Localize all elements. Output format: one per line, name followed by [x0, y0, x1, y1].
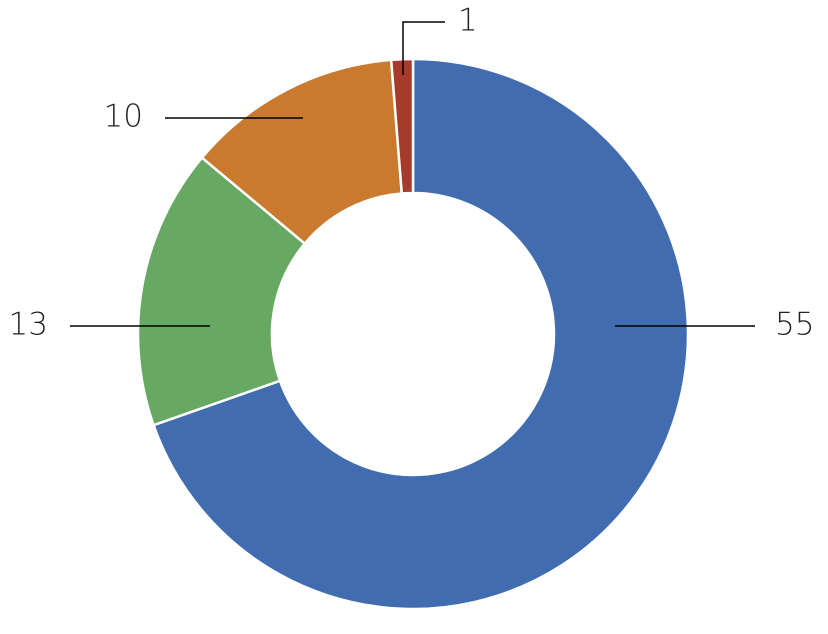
data-label: 10 [104, 99, 143, 135]
donut-slice [389, 57, 415, 195]
data-label: 55 [775, 307, 814, 343]
donut-slice [136, 155, 307, 427]
data-label: 1 [458, 3, 478, 39]
donut-slice [151, 57, 690, 611]
data-label: 13 [9, 307, 48, 343]
leader-line [402, 21, 445, 75]
